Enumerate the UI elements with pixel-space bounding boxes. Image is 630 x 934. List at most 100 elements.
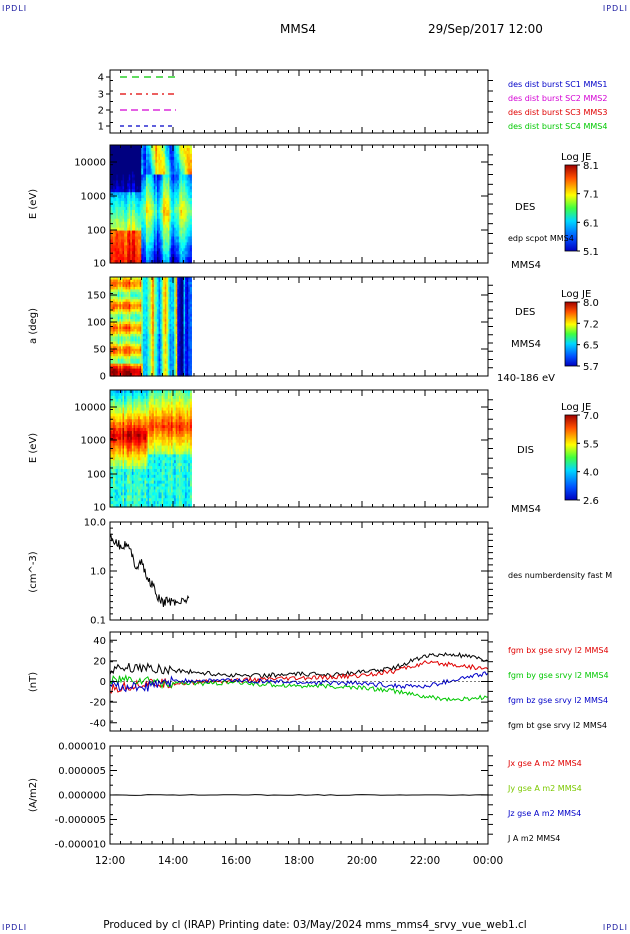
spectrogram-cell	[189, 284, 192, 288]
spectrogram-cell	[166, 198, 169, 202]
spectrogram-cell	[178, 358, 182, 362]
spectrogram-cell	[189, 333, 192, 338]
spectrogram-cell	[130, 433, 133, 438]
spectrogram-cell	[141, 204, 144, 208]
spectrogram-cell	[141, 328, 144, 333]
spectrogram-cell	[114, 286, 117, 290]
spectrogram-cell	[155, 363, 158, 367]
spectrogram-cell	[188, 343, 191, 347]
spectrogram-cell	[158, 331, 161, 335]
spectrogram-cell	[114, 147, 117, 152]
spectrogram-cell	[110, 254, 113, 258]
spectrogram-cell	[167, 209, 171, 214]
spectrogram-cell	[160, 195, 163, 199]
spectrogram-cell	[138, 227, 141, 232]
spectrogram-cell	[144, 171, 147, 176]
spectrogram-cell	[124, 343, 127, 347]
spectrogram-cell	[185, 230, 188, 235]
spectrogram-cell	[138, 257, 141, 261]
spectrogram-cell	[116, 326, 119, 330]
spectrogram-cell	[175, 296, 178, 300]
spectrogram-cell	[171, 239, 174, 243]
spectrogram-cell	[156, 204, 160, 208]
spectrogram-cell	[114, 254, 117, 258]
spectrogram-cell	[160, 333, 163, 338]
spectrogram-cell	[152, 242, 155, 246]
spectrogram-cell	[135, 195, 138, 199]
spectrogram-cell	[145, 311, 149, 315]
spectrogram-cell	[117, 445, 120, 450]
spectrogram-cell	[155, 239, 158, 243]
spectrogram-cell	[110, 230, 113, 235]
spectrogram-cell	[110, 279, 113, 283]
spectrogram-cell	[161, 150, 164, 155]
spectrogram-cell	[117, 289, 120, 293]
spectrogram-cell	[153, 236, 156, 240]
spectrogram-cell	[142, 224, 146, 229]
spectrogram-cell	[166, 168, 169, 173]
spectrogram-cell	[138, 343, 141, 347]
spectrogram-cell	[186, 341, 189, 345]
spectrogram-cell	[178, 363, 182, 367]
spectrogram-cell	[138, 422, 141, 426]
spectrogram-cell	[130, 428, 133, 432]
spectrogram-cell	[135, 338, 138, 342]
spectrogram-cell	[113, 358, 116, 362]
spectrogram-cell	[110, 454, 113, 458]
spectrogram-cell	[119, 286, 122, 290]
spectrogram-cell	[136, 451, 139, 455]
spectrogram-cell	[149, 277, 152, 281]
spectrogram-cell	[141, 338, 144, 342]
spectrogram-cell	[113, 346, 116, 350]
spectrogram-cell	[119, 209, 122, 214]
spectrogram-cell	[145, 281, 149, 286]
spectrogram-cell	[139, 248, 142, 252]
spectrogram-cell	[139, 353, 142, 357]
spectrogram-cell	[150, 286, 153, 290]
spectrogram-cell	[142, 304, 146, 308]
spectrogram-cell	[171, 260, 174, 264]
spectrogram-cell	[136, 251, 139, 255]
spectrogram-cell	[186, 236, 189, 240]
spectrogram-cell	[133, 251, 136, 255]
spectrogram-cell	[141, 296, 144, 300]
spectrogram-cell	[188, 309, 191, 313]
spectrogram-cell	[128, 425, 131, 429]
spectrogram-cell	[141, 343, 144, 347]
spectrogram-cell	[135, 311, 138, 315]
spectrogram-cell	[163, 321, 166, 325]
spectrogram-cell	[178, 373, 182, 377]
spectrogram-cell	[177, 338, 180, 342]
spectrogram-cell	[189, 356, 192, 360]
spectrogram-cell	[175, 251, 178, 255]
spectrogram-cell	[188, 321, 191, 325]
spectrogram-cell	[167, 251, 171, 255]
spectrogram-cell	[120, 277, 124, 281]
spectrogram-cell	[171, 180, 174, 184]
spectrogram-cell	[189, 343, 192, 347]
spectrogram-cell	[116, 471, 119, 476]
spectrogram-cell	[164, 277, 167, 281]
spectrogram-cell	[120, 442, 124, 447]
spectrogram-cell	[149, 245, 152, 249]
spectrogram-cell	[122, 236, 125, 240]
spectrogram-cell	[147, 245, 150, 249]
spectrogram-cell	[186, 201, 189, 205]
spectrogram-cell	[131, 460, 135, 464]
spectrogram-cell	[113, 439, 116, 444]
spectrogram-cell	[139, 463, 142, 467]
spectrogram-cell	[133, 471, 136, 476]
spectrogram-cell	[186, 316, 189, 320]
spectrogram-cell	[178, 299, 182, 303]
spectrogram-cell	[128, 457, 131, 461]
spectrogram-cell	[116, 168, 119, 173]
spectrogram-cell	[120, 463, 124, 467]
spectrogram-cell	[174, 165, 177, 170]
spectrogram-cell	[127, 180, 130, 184]
spectrogram-cell	[127, 430, 130, 435]
spectrogram-cell	[111, 230, 114, 235]
spectrogram-cell	[113, 457, 116, 461]
spectrogram-cell	[125, 442, 128, 447]
spectrogram-cell	[138, 242, 141, 246]
spectrogram-cell	[160, 227, 163, 232]
